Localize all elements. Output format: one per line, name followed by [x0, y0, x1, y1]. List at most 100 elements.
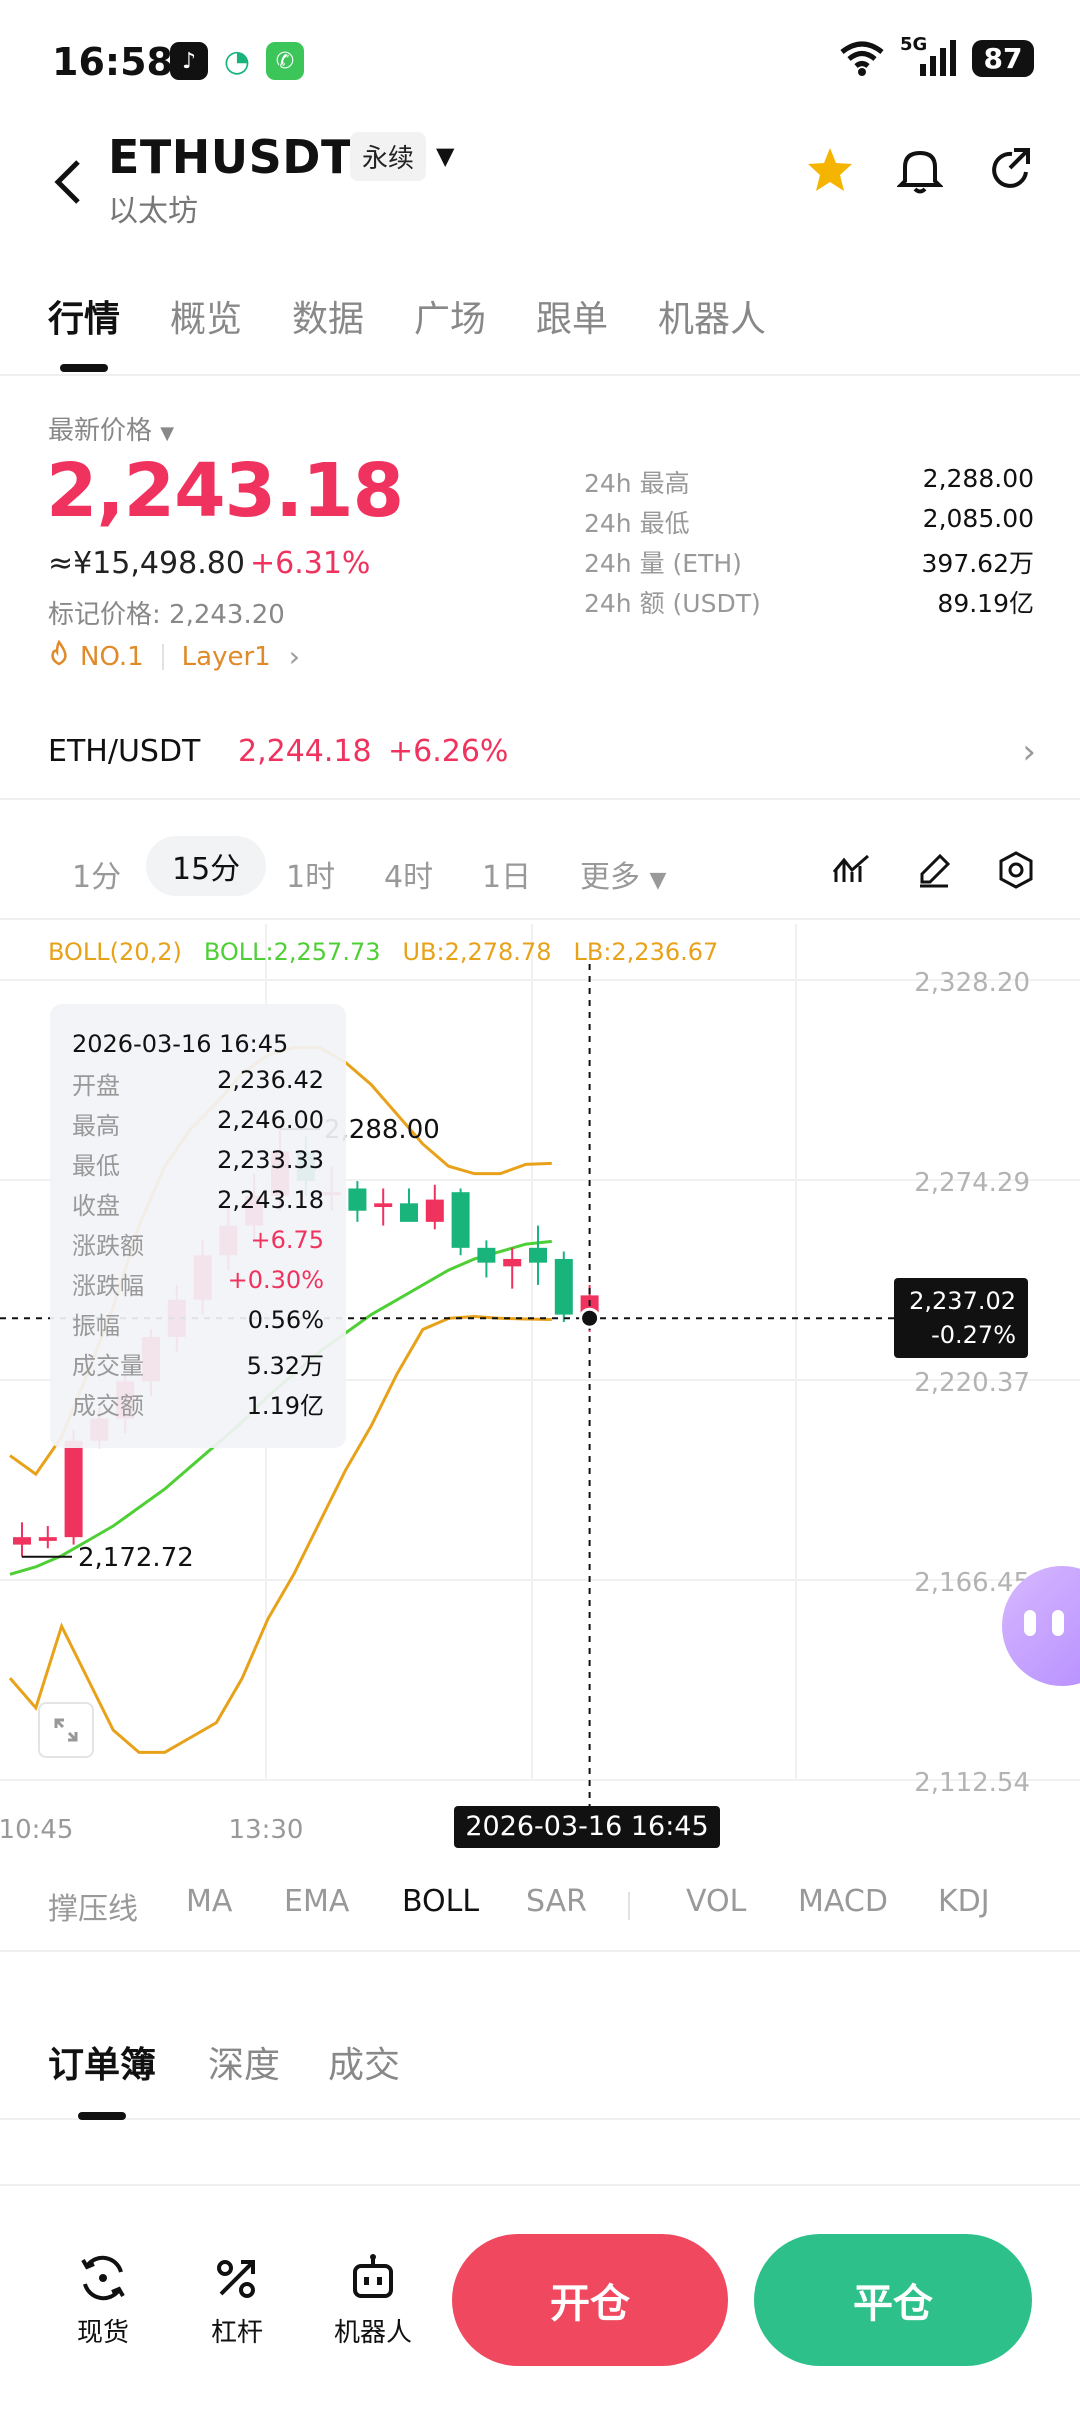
stat-turnover: 24h 额 (USDT) 89.19亿	[584, 584, 1034, 624]
interval-1d[interactable]: 1日	[482, 844, 531, 904]
spot-pair-name: ETH/USDT	[48, 734, 200, 769]
indicator-ema[interactable]: EMA	[284, 1884, 349, 1919]
candle-body	[503, 1259, 521, 1266]
y-tick-label: 2,328.20	[914, 968, 1030, 998]
caret-down-icon: ▼	[650, 868, 667, 893]
interval-1h[interactable]: 1时	[286, 844, 335, 904]
star-icon[interactable]	[802, 142, 858, 198]
indicator-kdj[interactable]: KDJ	[938, 1884, 990, 1919]
battery-indicator: 87	[972, 40, 1034, 77]
nav-bot[interactable]: 机器人	[318, 2250, 428, 2349]
candle-body	[426, 1200, 444, 1222]
tag-row[interactable]: NO.1 Layer1 ›	[48, 640, 300, 673]
status-bar: 16:58 ♪ ◔ ✆ 5G 87	[0, 0, 1080, 120]
tab-copy-trading[interactable]: 跟单	[536, 290, 608, 342]
tab-market[interactable]: 行情	[48, 290, 120, 342]
nav-margin[interactable]: 杠杆	[182, 2250, 292, 2349]
margin-percent-icon	[209, 2250, 265, 2306]
candle-body	[39, 1537, 57, 1541]
back-arrow-icon[interactable]	[48, 150, 88, 210]
tooltip-row: 涨跌幅 +0.30%	[72, 1266, 324, 1306]
main-tabs: 行情 概览 数据 广场 跟单 机器人	[0, 280, 1080, 376]
bottom-action-bar: 现货 杠杆 机器人 开仓 平仓	[0, 2184, 1080, 2412]
boll-legend: BOLL(20,2) BOLL:2,257.73 UB:2,278.78 LB:…	[48, 938, 718, 966]
interval-15m[interactable]: 15分	[146, 836, 266, 896]
tiktok-icon: ♪	[170, 42, 208, 80]
stat-low: 24h 最低 2,085.00	[584, 504, 1034, 544]
stat-volume: 24h 量 (ETH) 397.62万	[584, 544, 1034, 584]
latest-price-label[interactable]: 最新价格 ▼	[48, 410, 174, 447]
orderbook-tab-indicator	[78, 2112, 126, 2120]
caret-down-icon[interactable]: ▼	[436, 142, 454, 170]
contract-type-tag[interactable]: 永续	[350, 132, 426, 181]
candle-body	[477, 1248, 495, 1263]
tab-data[interactable]: 数据	[292, 290, 364, 342]
settings-hexagon-icon[interactable]	[988, 842, 1044, 898]
y-tick-label: 2,274.29	[914, 1168, 1030, 1198]
tooltip-row: 成交量 5.32万	[72, 1346, 324, 1386]
spot-exchange-icon	[75, 2250, 131, 2306]
indicator-support-resistance[interactable]: 撑压线	[48, 1884, 138, 1928]
open-position-button[interactable]: 开仓	[452, 2234, 728, 2366]
tab-orderbook[interactable]: 订单簿	[48, 2036, 156, 2088]
tooltip-row: 振幅 0.56%	[72, 1306, 324, 1346]
orderbook-tabs: 订单簿 深度 成交	[0, 2010, 1080, 2120]
phone-icon: ✆	[266, 42, 304, 80]
status-time: 16:58	[52, 40, 173, 84]
interval-1m[interactable]: 1分	[72, 844, 121, 904]
tooltip-row: 最高 2,246.00	[72, 1106, 324, 1146]
indicator-bar: 撑压线 MA EMA BOLL SAR VOL MACD KDJ	[0, 1856, 1080, 1952]
indicator-macd[interactable]: MACD	[798, 1884, 888, 1919]
pencil-icon[interactable]	[906, 842, 962, 898]
x-tick-label: 13:30	[229, 1815, 304, 1845]
indicator-vol[interactable]: VOL	[686, 1884, 746, 1919]
fire-icon	[48, 640, 70, 673]
x-tick-label: 10:45	[0, 1815, 73, 1845]
candle-body	[452, 1192, 470, 1248]
nav-spot[interactable]: 现货	[48, 2250, 158, 2349]
indicator-chart-icon[interactable]	[824, 842, 880, 898]
interval-more[interactable]: 更多 ▼	[580, 844, 666, 904]
cny-price: ≈¥15,498.80	[48, 546, 245, 581]
tooltip-row: 收盘 2,243.18	[72, 1186, 324, 1226]
boll-lb-value: LB:2,236.67	[573, 938, 718, 966]
crosshair-dot	[581, 1309, 599, 1327]
wifi-icon	[838, 38, 886, 78]
indicator-boll[interactable]: BOLL	[402, 1884, 479, 1919]
boll-params: BOLL(20,2)	[48, 938, 182, 966]
tab-trades[interactable]: 成交	[328, 2036, 400, 2088]
share-icon[interactable]	[982, 142, 1038, 198]
kline-chart[interactable]: 2,328.20 2,274.29 2,220.37 2,166.45 2,112.54…	[0, 924, 1080, 1860]
bell-icon[interactable]	[892, 142, 948, 198]
indicator-sar[interactable]: SAR	[526, 1884, 587, 1919]
low-marker-label: 2,172.72	[78, 1543, 194, 1573]
header: ETHUSDT 永续 ▼ 以太坊	[0, 120, 1080, 260]
caret-down-icon: ▼	[160, 423, 174, 444]
y-tick-label: 2,112.54	[914, 1768, 1030, 1798]
symbol-title[interactable]: ETHUSDT	[108, 130, 353, 184]
tab-overview[interactable]: 概览	[170, 290, 242, 342]
tab-depth[interactable]: 深度	[208, 2036, 280, 2088]
candle-body	[555, 1259, 573, 1315]
rank-tag: NO.1	[80, 642, 144, 672]
candle-body	[348, 1188, 366, 1210]
signal-icon: 5G	[900, 38, 958, 78]
close-position-button[interactable]: 平仓	[754, 2234, 1032, 2366]
spot-pair-price: 2,244.18	[238, 734, 372, 769]
crosshair-time-label: 2026-03-16 16:45	[454, 1806, 720, 1848]
interval-4h[interactable]: 4时	[384, 844, 433, 904]
boll-ub-value: UB:2,278.78	[402, 938, 551, 966]
candle-body	[65, 1441, 83, 1537]
indicator-ma[interactable]: MA	[186, 1884, 232, 1919]
tooltip-row: 最低 2,233.33	[72, 1146, 324, 1186]
tab-bots[interactable]: 机器人	[658, 290, 766, 342]
candle-body	[529, 1248, 547, 1263]
latest-price: 2,243.18	[46, 448, 403, 534]
chevron-right-icon: ›	[1022, 732, 1036, 772]
fullscreen-expand-icon[interactable]	[38, 1702, 94, 1758]
spot-pair-row[interactable]: ETH/USDT 2,244.18 +6.26% ›	[0, 710, 1080, 800]
tab-square[interactable]: 广场	[414, 290, 486, 342]
candle-body	[374, 1203, 392, 1207]
tooltip-row: 涨跌额 +6.75	[72, 1226, 324, 1266]
stat-high: 24h 最高 2,288.00	[584, 464, 1034, 504]
